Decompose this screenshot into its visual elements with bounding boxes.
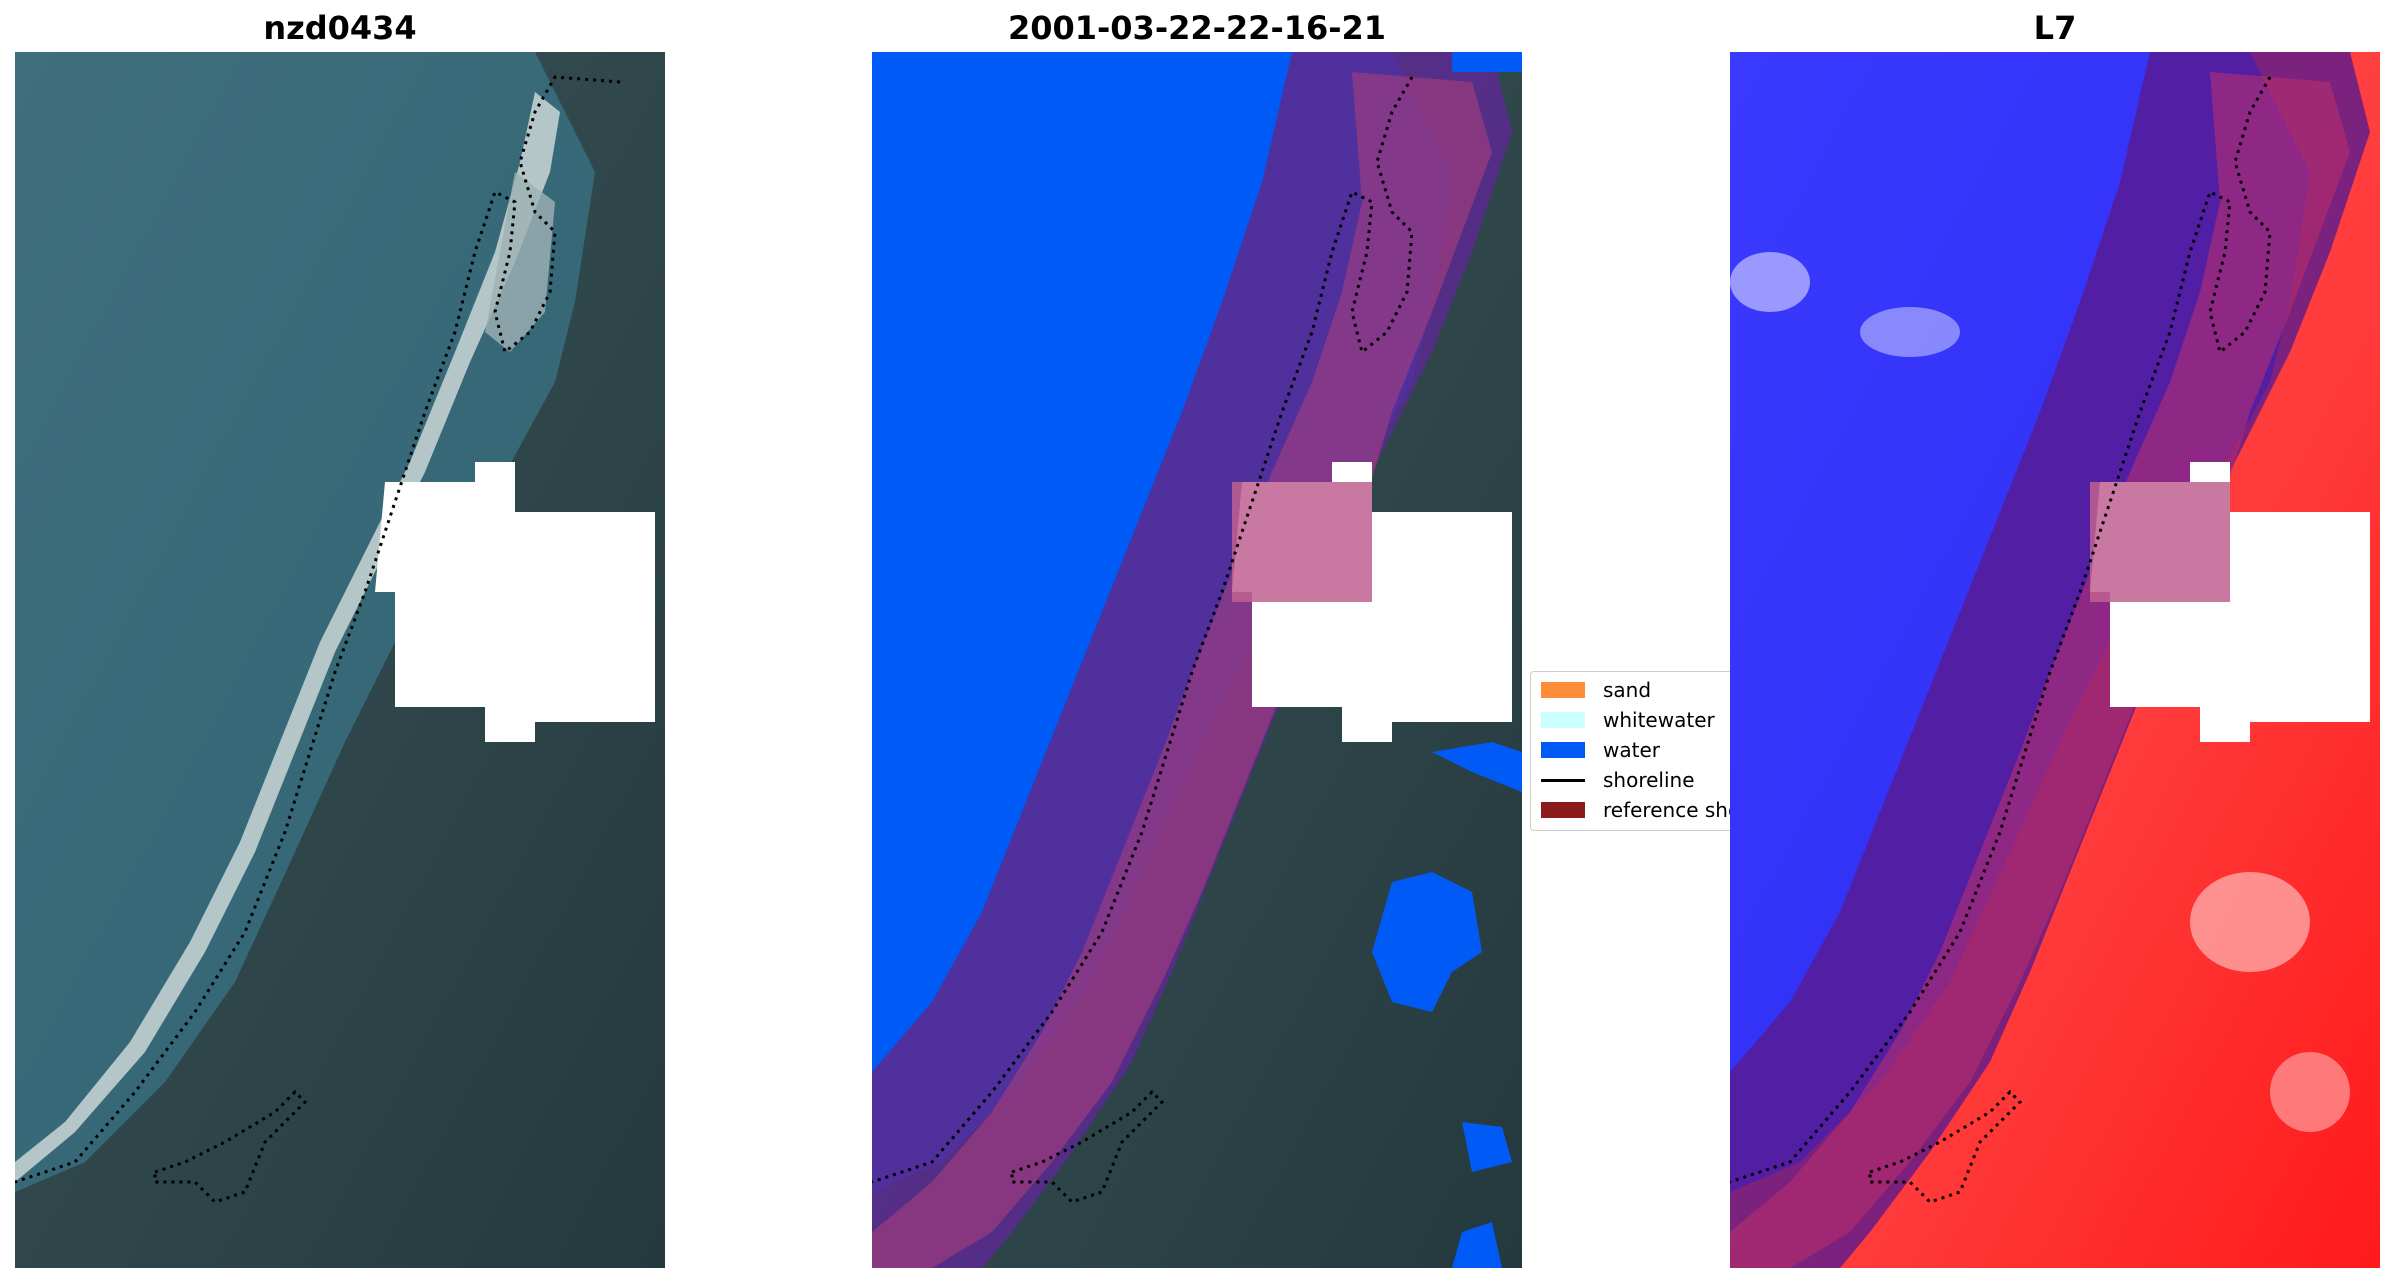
legend-item-reference-buffer: reference shoreline buffer [1541, 798, 1739, 822]
land-area [872, 52, 1522, 1268]
legend: sand whitewater water shoreline referenc… [1530, 671, 1740, 831]
panel-title-classified: 2001-03-22-22-16-21 [1007, 9, 1387, 47]
legend-item-shoreline: shoreline [1541, 768, 1695, 792]
index-image [1730, 52, 2380, 1268]
inland-water-patch [1452, 52, 1522, 72]
legend-item-whitewater: whitewater [1541, 708, 1715, 732]
sand-overlap [1730, 72, 2350, 1268]
legend-item-water: water [1541, 738, 1660, 762]
panel-title-rgb: nzd0434 [263, 9, 417, 47]
legend-label: reference shoreline buffer [1603, 798, 1739, 822]
inland-water-patch [1462, 1122, 1512, 1172]
rgb-image [15, 52, 665, 1268]
cloud-buffer-overlap [2090, 482, 2230, 602]
legend-label: whitewater [1603, 708, 1715, 732]
legend-label: shoreline [1603, 768, 1695, 792]
whitewater-swatch [1541, 712, 1585, 728]
bright-patch [2270, 1052, 2350, 1132]
lagoon-shoreline [1010, 1089, 1165, 1204]
reference-buffer-swatch [1541, 802, 1585, 818]
cloud-buffer-overlap [1232, 482, 1372, 602]
lagoon-shoreline [1868, 1089, 2023, 1204]
inland-water-patch [1372, 872, 1482, 1012]
estuary-channel [485, 172, 555, 352]
inland-water-patch [1452, 1222, 1502, 1268]
legend-label: sand [1603, 678, 1652, 702]
bright-patch [1860, 307, 1960, 357]
index-image-panel [1730, 52, 2380, 1268]
bright-patch [1730, 252, 1810, 312]
legend-label: water [1603, 738, 1660, 762]
cloud-mask [375, 462, 655, 742]
reference-shoreline [15, 75, 621, 1184]
sand-overlap [872, 72, 1492, 1268]
panel-title-index: L7 [2033, 9, 2077, 47]
classified-image-panel [872, 52, 1522, 1268]
sand-swatch [1541, 682, 1585, 698]
classified-image [872, 52, 1522, 1268]
rgb-image-panel [15, 52, 665, 1268]
water-swatch [1541, 742, 1585, 758]
land-area [15, 52, 665, 1268]
legend-item-sand: sand [1541, 678, 1651, 702]
lagoon-shoreline [153, 1089, 308, 1204]
shoreline-swatch [1541, 778, 1585, 782]
inland-water-patch [1432, 742, 1522, 792]
bright-patch [2190, 872, 2310, 972]
